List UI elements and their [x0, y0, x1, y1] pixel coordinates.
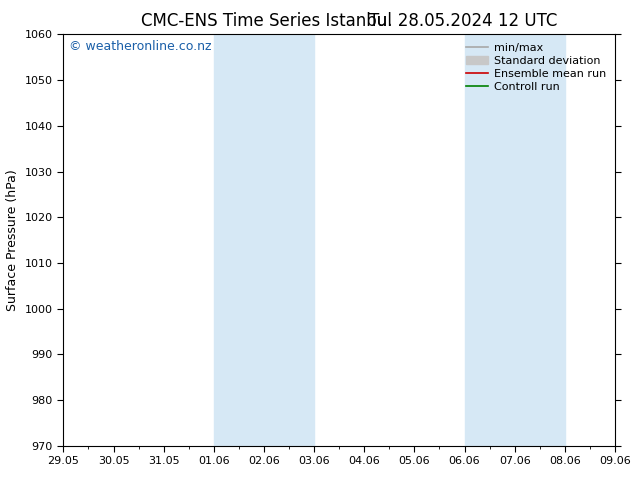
Bar — [214, 34, 314, 446]
Bar — [465, 34, 565, 446]
Text: CMC-ENS Time Series Istanbul: CMC-ENS Time Series Istanbul — [141, 12, 392, 30]
Text: © weatheronline.co.nz: © weatheronline.co.nz — [69, 41, 211, 53]
Legend: min/max, Standard deviation, Ensemble mean run, Controll run: min/max, Standard deviation, Ensemble me… — [463, 40, 609, 95]
Text: Tu. 28.05.2024 12 UTC: Tu. 28.05.2024 12 UTC — [368, 12, 557, 30]
Y-axis label: Surface Pressure (hPa): Surface Pressure (hPa) — [6, 169, 19, 311]
